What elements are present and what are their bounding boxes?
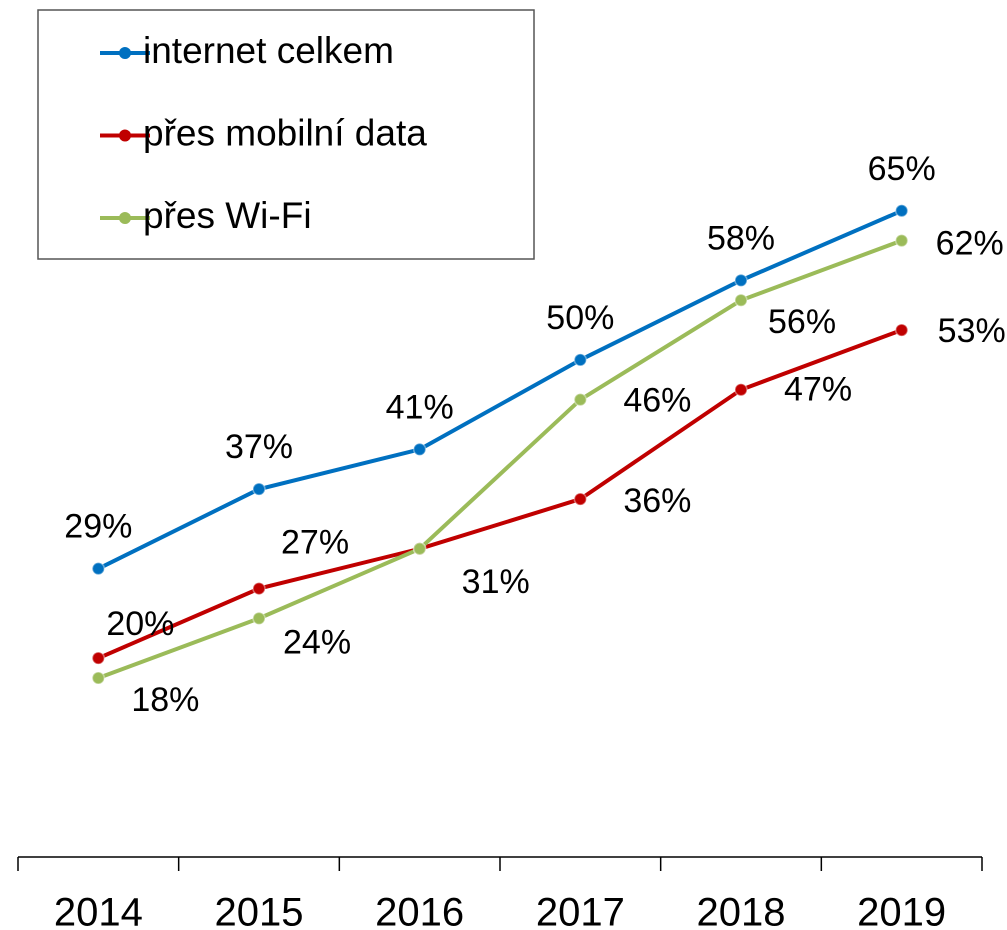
point (573, 353, 588, 367)
data-label: 56% (768, 303, 836, 341)
series-line (97, 328, 903, 660)
data-label: 36% (623, 482, 691, 520)
data-label: 58% (707, 219, 775, 257)
data-label: 53% (938, 312, 1006, 350)
point (252, 611, 266, 626)
legend-marker (119, 129, 131, 142)
point (573, 492, 588, 506)
data-label: 24% (283, 623, 351, 661)
point (91, 651, 106, 665)
point (252, 581, 266, 596)
series-line (97, 208, 903, 571)
legend-label: internet celkem (143, 30, 394, 71)
data-label: 27% (281, 524, 349, 562)
legend-label: přes mobilní data (143, 112, 427, 153)
point (91, 671, 106, 685)
data-label: 31% (462, 563, 530, 601)
data-label: 37% (225, 428, 293, 466)
x-tick-label: 2016 (375, 891, 464, 930)
point (894, 204, 909, 218)
point (734, 293, 748, 308)
data-label: 18% (131, 681, 199, 719)
point (734, 273, 748, 288)
x-tick-label: 2015 (215, 891, 304, 930)
point (412, 542, 427, 556)
data-label: 46% (623, 382, 691, 420)
series-line (97, 238, 903, 680)
point (894, 233, 909, 248)
legend-marker (119, 212, 131, 224)
point (894, 323, 909, 337)
data-label: 65% (868, 150, 936, 188)
legend-marker (119, 47, 131, 59)
point (91, 561, 106, 576)
data-label: 47% (784, 371, 852, 409)
point (412, 442, 427, 457)
data-label: 41% (386, 388, 454, 426)
x-tick-label: 2019 (857, 891, 946, 930)
data-label: 50% (546, 299, 614, 337)
x-tick-label: 2017 (536, 891, 625, 930)
point (734, 382, 748, 397)
data-label: 20% (106, 605, 174, 643)
x-tick-label: 2018 (697, 891, 786, 930)
legend-label: přes Wi-Fi (143, 195, 312, 236)
data-label: 29% (64, 508, 132, 546)
point (252, 482, 266, 496)
x-tick-label: 2014 (54, 891, 143, 930)
point (573, 392, 588, 407)
data-label: 62% (936, 225, 1004, 263)
